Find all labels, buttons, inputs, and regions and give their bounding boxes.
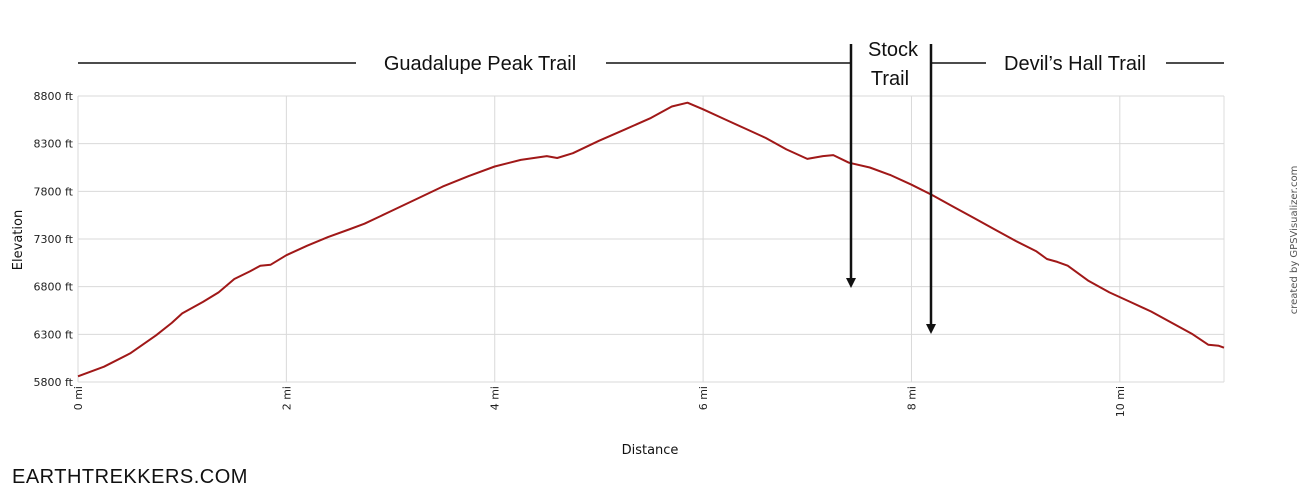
x-tick-label: 0 mi	[72, 386, 85, 410]
elevation-series-line	[77, 101, 1225, 378]
y-tick-label: 6800 ft	[34, 281, 74, 294]
x-tick-label: 8 mi	[905, 386, 918, 410]
annotation-guadalupe-peak-trail: Guadalupe Peak Trail	[384, 53, 576, 75]
x-tick-label: 10 mi	[1114, 386, 1127, 417]
stock-trail-end-arrow	[926, 44, 936, 334]
credit-text: created by GPSVisualizer.com	[1289, 166, 1300, 315]
y-tick-label: 7800 ft	[34, 185, 74, 198]
stock-trail-start-arrow	[846, 44, 856, 288]
x-axis-title: Distance	[622, 443, 679, 458]
annotation-trail: Trail	[871, 68, 909, 90]
y-axis-title: Elevation	[11, 210, 26, 270]
series-layer	[77, 101, 1225, 378]
annotation-devils-hall-trail: Devil’s Hall Trail	[1004, 53, 1146, 75]
y-tick-label: 5800 ft	[34, 376, 74, 389]
x-tick-label: 6 mi	[697, 386, 710, 410]
grid-layer	[77, 95, 1225, 383]
y-tick-label: 8300 ft	[34, 138, 74, 151]
annotation-stock: Stock	[868, 39, 919, 61]
y-tick-label: 6300 ft	[34, 328, 74, 341]
tick-label-layer: 5800 ft 6300 ft 6800 ft 7300 ft 7800 ft 8300 …	[34, 90, 1127, 417]
y-tick-label: 8800 ft	[34, 90, 74, 103]
x-tick-label: 4 mi	[489, 386, 502, 410]
brand-footer: EARTHTREKKERS.COM	[12, 466, 248, 488]
x-tick-label: 2 mi	[280, 386, 293, 410]
y-tick-label: 7300 ft	[34, 233, 74, 246]
